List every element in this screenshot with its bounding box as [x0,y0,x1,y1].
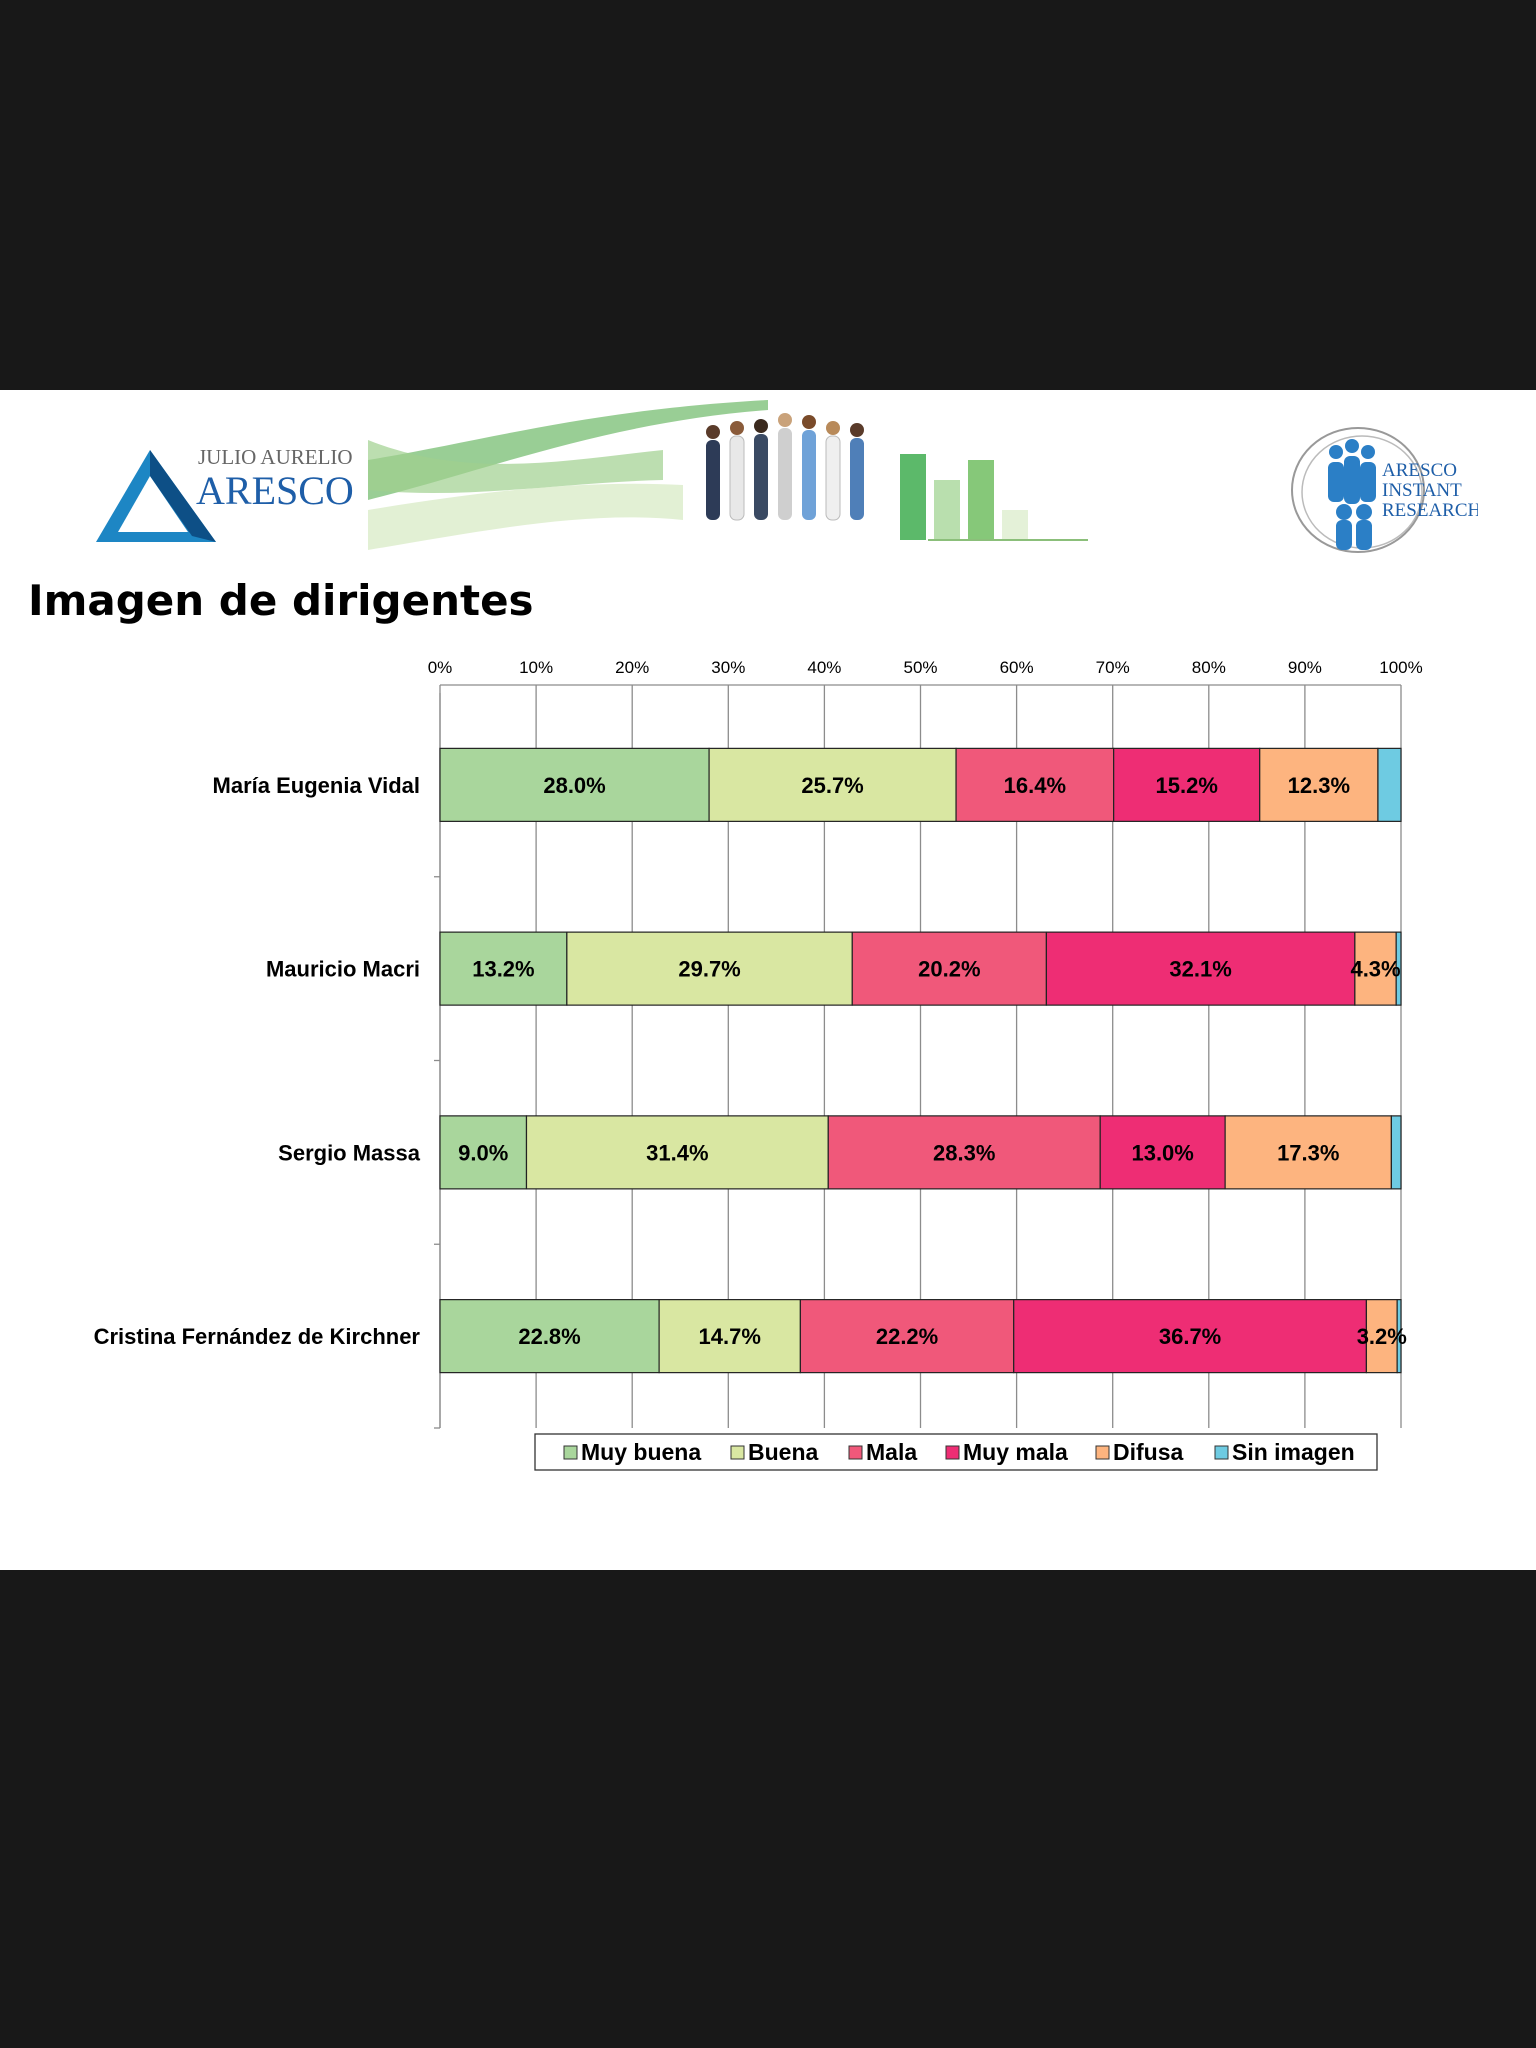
bar-segment [851,931,1047,1006]
stacked-bar-chart: 0% 10% 20% 30% 40% 50% 60% 70% 80% 90% 100% María E… [94,658,1423,1471]
people-group-icon [1328,439,1376,550]
data-label: 9.0% [458,1140,508,1165]
bar-segment [1395,931,1402,1006]
logo-left-line2: ARESCO [196,468,354,513]
data-label: 31.4% [646,1140,708,1165]
data-label: 13.2% [472,957,534,982]
julio-aresco-logo: JULIO AURELIO ARESCO [96,445,354,542]
banner-swoosh-1 [368,400,768,500]
legend-label: Muy mala [963,1439,1068,1465]
data-label: 12.3% [1288,773,1350,798]
legend-swatch [945,1445,960,1460]
bar-segment [1390,1115,1402,1190]
category-label: Cristina Fernández de Kirchner [94,1324,421,1349]
data-label: 36.7% [1159,1324,1221,1349]
data-label: 25.7% [801,773,863,798]
banner-bars [900,454,1088,541]
bar-segment [1259,747,1379,822]
legend-label: Mala [866,1439,917,1465]
bars-layer [439,747,1402,1374]
data-label: 29.7% [678,957,740,982]
data-label: 22.8% [518,1324,580,1349]
data-label: 16.4% [1004,773,1066,798]
category-label: Sergio Massa [278,1140,421,1165]
labels-layer: 0% 10% 20% 30% 40% 50% 60% 70% 80% 90% 100% María E… [94,658,1423,1349]
data-label: 17.3% [1277,1140,1339,1165]
page-title: Imagen de dirigentes [28,576,534,625]
legend-swatch [1214,1445,1229,1460]
bar-segment [1099,1115,1226,1190]
x-tick-label: 80% [1192,658,1226,677]
legend-label: Difusa [1113,1439,1184,1465]
legend-label: Sin imagen [1232,1439,1355,1465]
legend: Muy buena Buena Mala Muy mala Difusa Sin imag… [534,1433,1378,1471]
bar-segment [439,1299,660,1374]
bar-segment [1396,1299,1402,1374]
category-label: María Eugenia Vidal [213,773,420,798]
bar-segment [799,1299,1015,1374]
bar-segment [525,1115,829,1190]
data-label: 4.3% [1350,957,1400,982]
data-label: 32.1% [1169,957,1231,982]
bar-segment [439,747,710,822]
bar-segment [1045,931,1356,1006]
legend-swatch [848,1445,863,1460]
logo-triangle-shade [150,450,216,542]
banner-swoosh-3 [368,483,683,550]
bar-segment [1224,1115,1392,1190]
logo-right-line2: INSTANT [1382,480,1462,501]
data-label: 15.2% [1156,773,1218,798]
x-tick-label: 50% [903,658,937,677]
x-tick-label: 10% [519,658,553,677]
bar-segment [827,1115,1101,1190]
logo-left-line1: JULIO AURELIO [198,445,353,469]
logo-right-line3: RESEARCH [1382,500,1478,521]
bar-segment [439,1115,528,1190]
x-tick-label: 30% [711,658,745,677]
x-tick-label: 100% [1379,658,1422,677]
legend-swatch [563,1445,578,1460]
legend-swatch [730,1445,745,1460]
x-tick-label: 40% [807,658,841,677]
slide: JULIO AURELIO ARESCO [0,390,1536,1570]
legend-label: Buena [748,1439,819,1465]
data-label: 14.7% [699,1324,761,1349]
legend-label: Muy buena [581,1439,701,1465]
x-tick-label: 70% [1096,658,1130,677]
bar-segment [1377,747,1402,822]
data-label: 22.2% [876,1324,938,1349]
data-label: 3.2% [1357,1324,1407,1349]
header-banner [368,400,1088,550]
data-label: 28.0% [543,773,605,798]
bar-segment [1013,1299,1368,1374]
x-tick-label: 20% [615,658,649,677]
bar-segment [658,1299,801,1374]
data-label: 20.2% [918,957,980,982]
logo-triangle-inner [118,476,188,532]
logo-right-line1: ARESCO [1382,460,1457,481]
aresco-instant-research-logo: ARESCO INSTANT RESEARCH [1291,427,1478,553]
bar-segment [566,931,853,1006]
x-tick-label: 90% [1288,658,1322,677]
x-tick-label: 60% [1000,658,1034,677]
banner-swoosh-2 [368,440,663,494]
data-label: 28.3% [933,1140,995,1165]
people-illustration [706,413,864,521]
legend-swatch [1095,1445,1110,1460]
x-tick-label: 0% [428,658,453,677]
data-label: 13.0% [1131,1140,1193,1165]
bar-segment [955,747,1115,822]
category-label: Mauricio Macri [266,957,420,982]
